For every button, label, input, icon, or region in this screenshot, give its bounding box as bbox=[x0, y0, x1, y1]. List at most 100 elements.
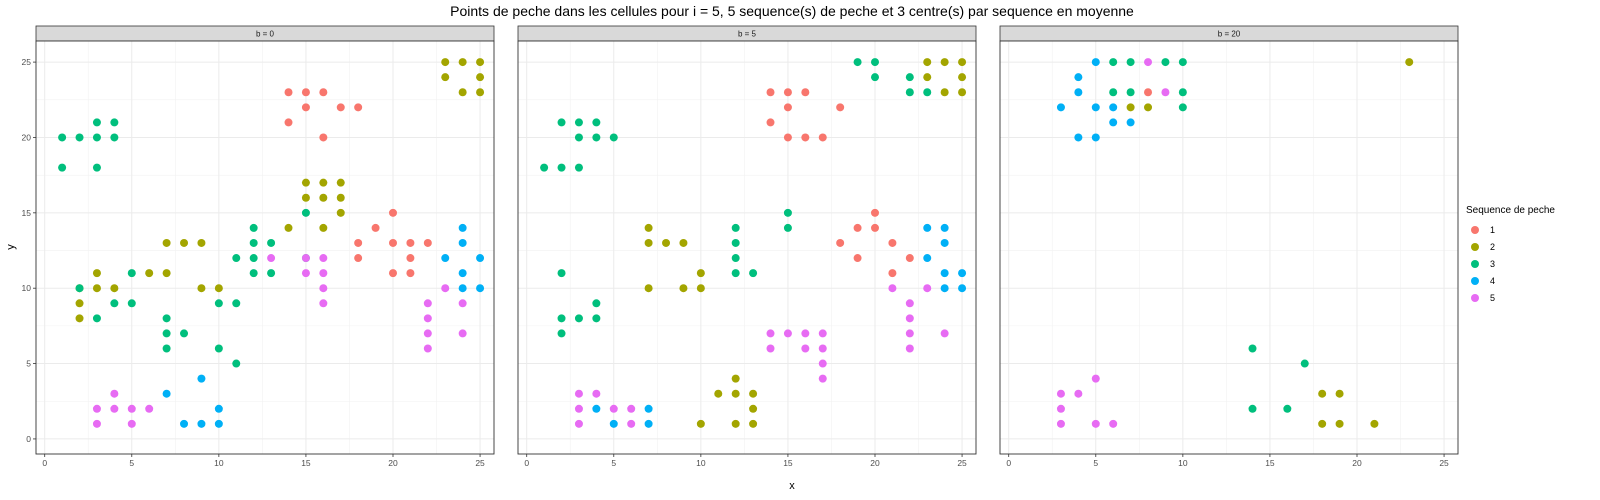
data-point-seq-2 bbox=[731, 374, 740, 383]
data-point-seq-3 bbox=[1178, 58, 1187, 67]
x-tick-label: 25 bbox=[475, 458, 485, 468]
x-tick-label: 25 bbox=[1439, 458, 1449, 468]
legend-swatch bbox=[1471, 277, 1479, 285]
legend-label: 4 bbox=[1490, 276, 1495, 286]
data-point-seq-5 bbox=[110, 389, 119, 398]
data-point-seq-4 bbox=[923, 223, 932, 232]
data-point-seq-1 bbox=[836, 238, 845, 247]
data-point-seq-1 bbox=[888, 269, 897, 278]
data-point-seq-4 bbox=[644, 419, 653, 428]
data-point-seq-5 bbox=[1091, 419, 1100, 428]
data-point-seq-5 bbox=[592, 389, 601, 398]
data-point-seq-2 bbox=[75, 314, 84, 323]
data-point-seq-1 bbox=[853, 254, 862, 263]
data-point-seq-2 bbox=[1335, 389, 1344, 398]
data-point-seq-5 bbox=[319, 254, 328, 263]
data-point-seq-5 bbox=[423, 299, 432, 308]
data-point-seq-4 bbox=[1056, 103, 1065, 112]
data-point-seq-2 bbox=[180, 238, 189, 247]
data-point-seq-3 bbox=[58, 133, 67, 142]
data-point-seq-2 bbox=[923, 58, 932, 67]
data-point-seq-1 bbox=[301, 88, 310, 97]
data-point-seq-2 bbox=[1370, 419, 1379, 428]
data-point-seq-2 bbox=[958, 58, 967, 67]
data-point-seq-3 bbox=[592, 118, 601, 127]
data-point-seq-5 bbox=[1091, 374, 1100, 383]
data-point-seq-3 bbox=[923, 88, 932, 97]
data-point-seq-3 bbox=[110, 133, 119, 142]
data-point-seq-1 bbox=[801, 133, 810, 142]
data-point-seq-3 bbox=[214, 344, 223, 353]
y-tick-label: 10 bbox=[22, 283, 32, 293]
data-points bbox=[1056, 58, 1414, 428]
data-point-seq-5 bbox=[145, 404, 154, 413]
data-point-seq-5 bbox=[1056, 404, 1065, 413]
data-point-seq-3 bbox=[1300, 359, 1309, 368]
data-point-seq-3 bbox=[905, 73, 914, 82]
legend: Sequence de peche 1 2 3 4 5 bbox=[1466, 205, 1555, 303]
data-point-seq-2 bbox=[476, 88, 485, 97]
data-point-seq-2 bbox=[336, 178, 345, 187]
data-point-seq-3 bbox=[162, 314, 171, 323]
legend-swatch bbox=[1471, 294, 1479, 302]
data-point-seq-3 bbox=[75, 284, 84, 293]
panel-border bbox=[35, 40, 495, 455]
x-tick-label: 15 bbox=[301, 458, 311, 468]
data-point-seq-1 bbox=[766, 88, 775, 97]
x-tick-label: 20 bbox=[870, 458, 880, 468]
data-point-seq-1 bbox=[284, 118, 293, 127]
legend-label: 2 bbox=[1490, 242, 1495, 252]
data-point-seq-3 bbox=[232, 359, 241, 368]
data-point-seq-1 bbox=[905, 254, 914, 263]
data-point-seq-5 bbox=[1056, 389, 1065, 398]
data-point-seq-3 bbox=[870, 58, 879, 67]
data-point-seq-5 bbox=[940, 329, 949, 338]
data-point-seq-4 bbox=[1091, 103, 1100, 112]
data-point-seq-4 bbox=[1091, 58, 1100, 67]
facet-panel-2: b = 20 0 5 10 15 20 25 bbox=[999, 25, 1459, 468]
data-point-seq-2 bbox=[1144, 103, 1153, 112]
data-point-seq-5 bbox=[574, 404, 583, 413]
data-point-seq-5 bbox=[1056, 419, 1065, 428]
data-point-seq-3 bbox=[267, 269, 276, 278]
data-point-seq-4 bbox=[958, 284, 967, 293]
data-point-seq-1 bbox=[371, 223, 380, 232]
data-point-seq-4 bbox=[1126, 118, 1135, 127]
data-point-seq-5 bbox=[110, 404, 119, 413]
legend-swatch bbox=[1471, 226, 1479, 234]
data-point-seq-5 bbox=[783, 329, 792, 338]
legend-title: Sequence de peche bbox=[1466, 205, 1555, 216]
x-tick-label: 15 bbox=[783, 458, 793, 468]
data-point-seq-3 bbox=[214, 299, 223, 308]
legend-item-1: 1 bbox=[1471, 225, 1495, 235]
data-point-seq-5 bbox=[458, 329, 467, 338]
data-point-seq-5 bbox=[458, 299, 467, 308]
legend-item-2: 2 bbox=[1471, 242, 1495, 252]
y-tick-label: 5 bbox=[26, 359, 31, 369]
data-point-seq-3 bbox=[574, 163, 583, 172]
data-point-seq-4 bbox=[940, 284, 949, 293]
x-tick-label: 5 bbox=[611, 458, 616, 468]
data-point-seq-2 bbox=[958, 88, 967, 97]
data-point-seq-2 bbox=[958, 73, 967, 82]
data-point-seq-5 bbox=[923, 284, 932, 293]
facet-panel-0: b = 0 0 5 10 15 20 25 0 5 10 15 20 25 bbox=[22, 25, 495, 468]
data-point-seq-2 bbox=[319, 193, 328, 202]
data-point-seq-1 bbox=[354, 254, 363, 263]
data-point-seq-2 bbox=[319, 178, 328, 187]
grid-lines bbox=[518, 41, 976, 454]
data-point-seq-5 bbox=[423, 329, 432, 338]
data-point-seq-3 bbox=[592, 299, 601, 308]
data-point-seq-3 bbox=[1178, 103, 1187, 112]
x-tick-label: 0 bbox=[1006, 458, 1011, 468]
data-point-seq-3 bbox=[1178, 88, 1187, 97]
data-point-seq-2 bbox=[162, 269, 171, 278]
data-point-seq-5 bbox=[92, 404, 101, 413]
panel-border bbox=[999, 40, 1459, 455]
x-tick-label: 10 bbox=[214, 458, 224, 468]
data-point-seq-3 bbox=[592, 314, 601, 323]
data-point-seq-3 bbox=[540, 163, 549, 172]
data-point-seq-3 bbox=[853, 58, 862, 67]
data-point-seq-1 bbox=[406, 238, 415, 247]
data-point-seq-2 bbox=[923, 73, 932, 82]
